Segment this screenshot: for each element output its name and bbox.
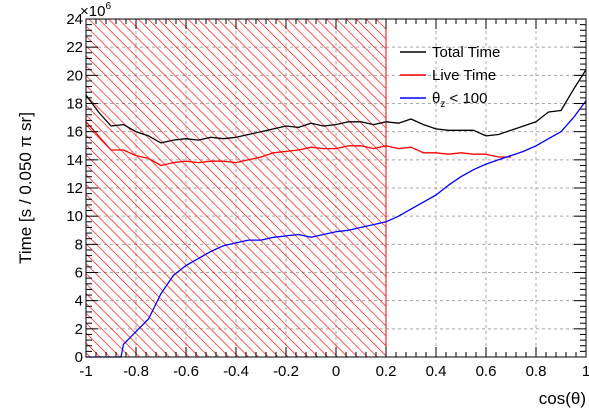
y-axis-multiplier-exponent: 6: [105, 1, 111, 12]
series-line-1: [85, 121, 511, 167]
x-tick-label: -0.2: [273, 363, 299, 380]
y-axis-multiplier-base: ×10: [80, 3, 105, 20]
x-tick-label: 0.4: [426, 363, 447, 380]
shaded-region: [86, 19, 386, 357]
y-tick-label: 24: [66, 11, 83, 28]
x-tick-label: 0: [332, 363, 340, 380]
legend-label-0: Total Time: [432, 44, 500, 61]
x-tick-label: 0.2: [376, 363, 397, 380]
y-tick-label: 22: [66, 39, 83, 56]
x-tick-label: -0.8: [123, 363, 149, 380]
y-axis-multiplier: ×106: [80, 1, 111, 20]
x-tick-label: -0.4: [223, 363, 249, 380]
legend-label-2: θz < 100: [432, 90, 487, 110]
x-axis: -1 -0.8 -0.6 -0.4 -0.2 0 0.2 0.4 0.6 0.8 1: [79, 19, 589, 380]
legend-label-rest: < 100: [445, 90, 487, 107]
legend-label-1: Live Time: [432, 67, 496, 84]
series-lines: [85, 69, 587, 358]
series-line-2: [86, 100, 587, 358]
y-tick-label: 8: [75, 236, 83, 253]
y-tick-label: 14: [66, 152, 83, 169]
y-tick-label: 12: [66, 180, 83, 197]
y-tick-label: 18: [66, 96, 83, 113]
x-tick-label: 1: [582, 363, 589, 380]
y-tick-label: 10: [66, 208, 83, 225]
y-tick-label: 0: [75, 349, 83, 366]
x-axis-title: cos(θ): [539, 389, 586, 408]
x-tick-label: -0.6: [173, 363, 199, 380]
legend-label-subscript: z: [440, 99, 445, 110]
y-tick-label: 4: [75, 293, 83, 310]
legend-label-base: θ: [432, 90, 440, 107]
y-tick-label: 6: [75, 265, 83, 282]
y-tick-label: 20: [66, 67, 83, 84]
y-tick-label: 2: [75, 321, 83, 338]
series-line-0: [85, 69, 587, 144]
x-tick-label: 0.6: [476, 363, 497, 380]
x-tick-label: -1: [79, 363, 92, 380]
legend: Total Time Live Time θz < 100: [400, 44, 500, 110]
x-tick-label: 0.8: [526, 363, 547, 380]
y-axis-title: Time [s / 0.050 π sr]: [16, 112, 35, 264]
y-tick-label: 16: [66, 124, 83, 141]
